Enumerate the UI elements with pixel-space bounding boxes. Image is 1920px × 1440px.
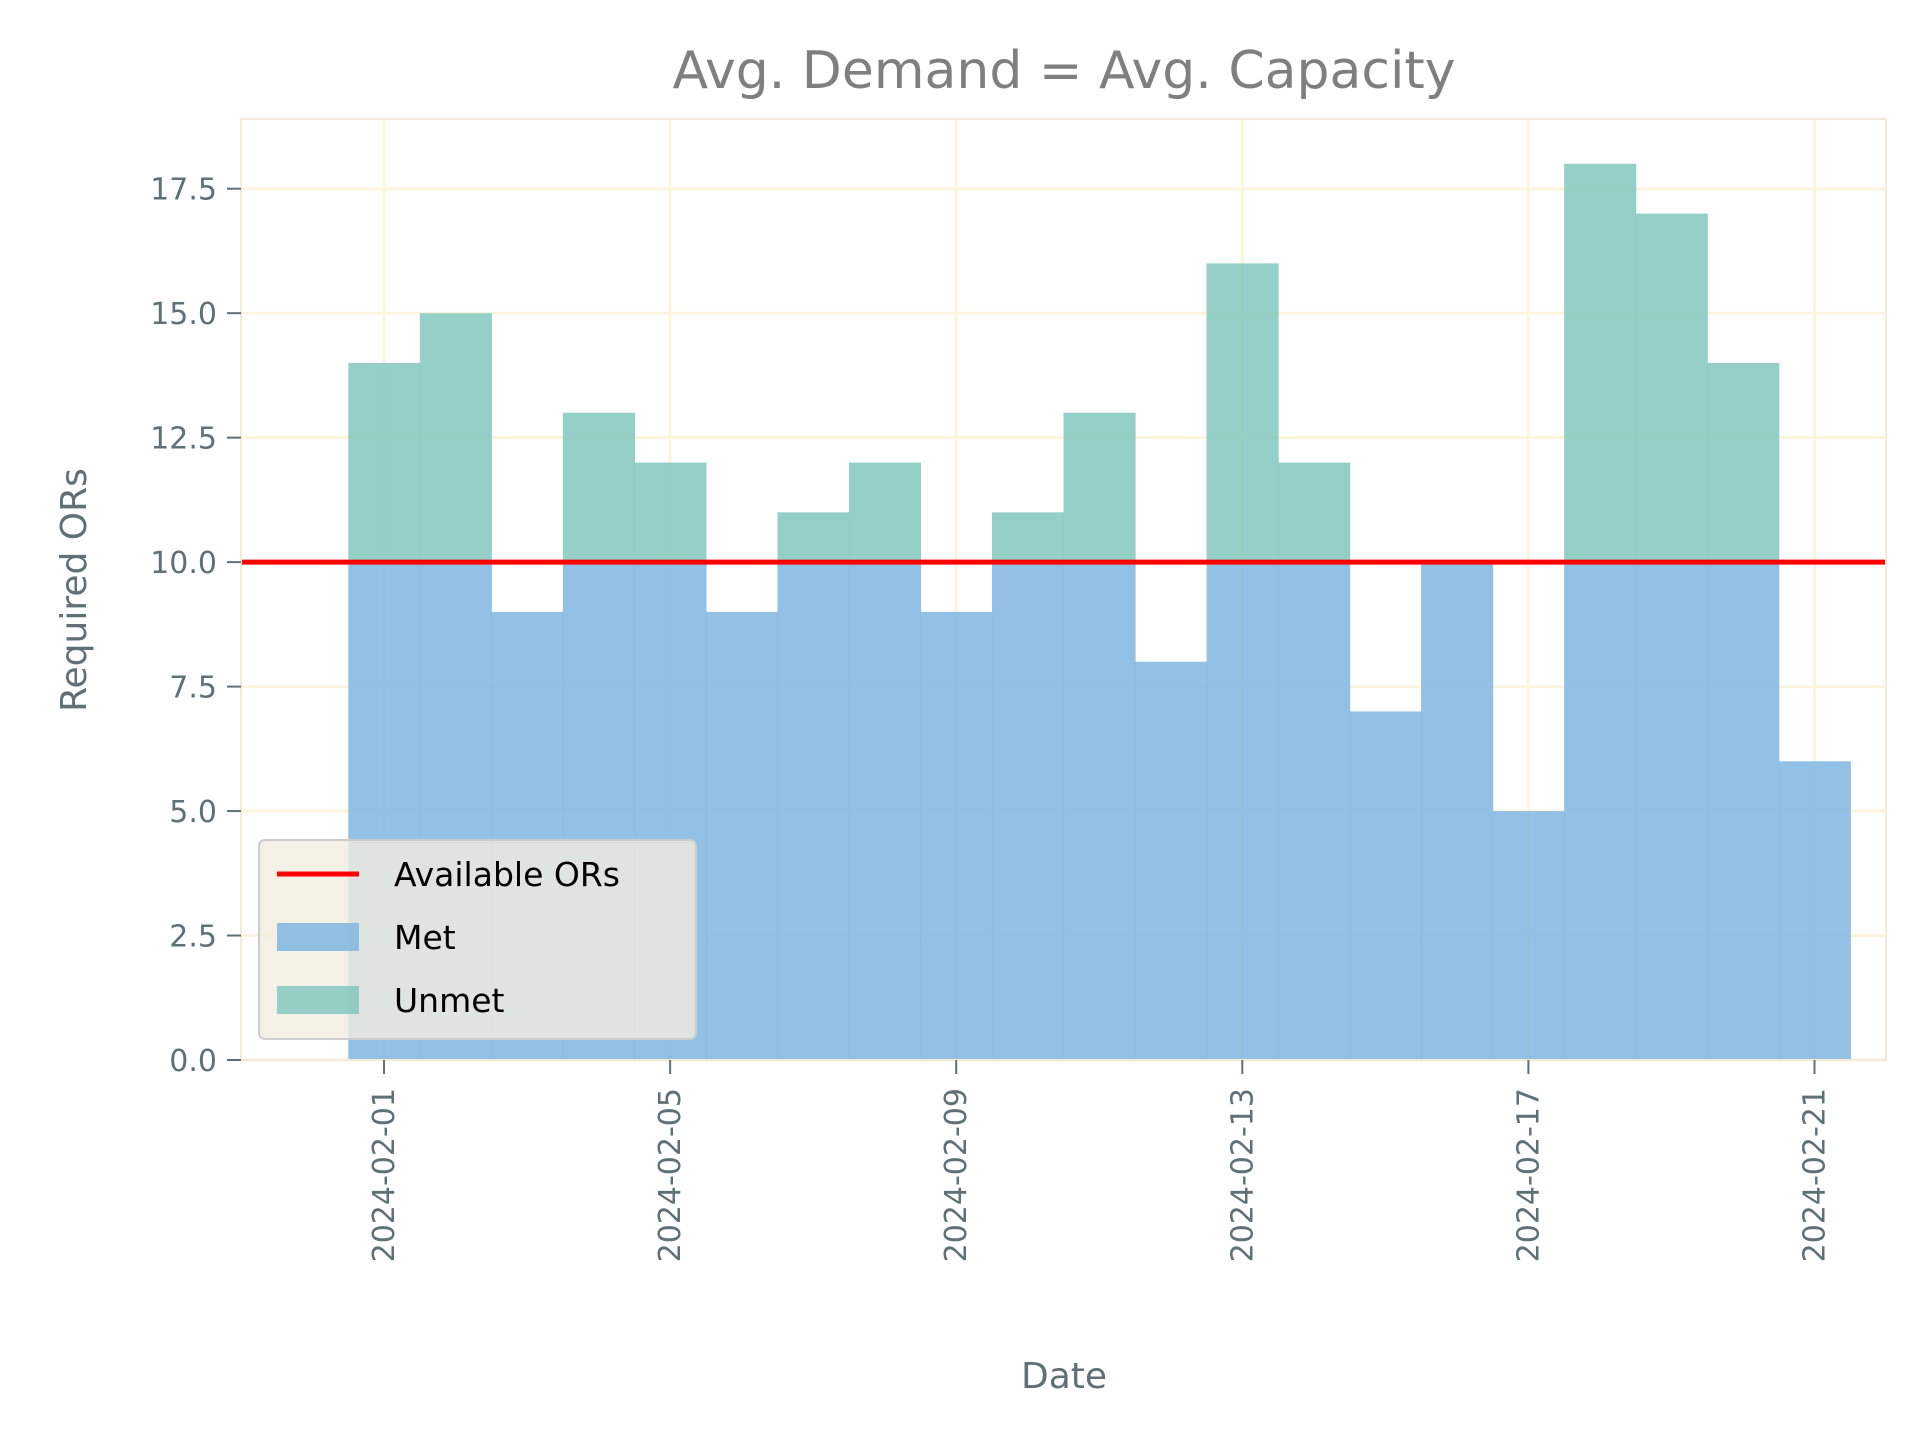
legend: Available ORs Met Unmet (258, 839, 697, 1040)
legend-box (258, 839, 697, 1040)
x-axis-ticks: 2024-02-01 2024-02-05 2024-02-09 2024-02-13… (367, 1060, 1832, 1262)
legend-label-available-ors: Available ORs (394, 855, 620, 894)
x-tick-label: 2024-02-13 (1225, 1088, 1260, 1262)
bar-met (991, 562, 1065, 1060)
bar-unmet (1063, 412, 1136, 563)
bar-unmet (1707, 362, 1780, 563)
legend-label-met: Met (394, 918, 456, 957)
bar-met (1349, 711, 1422, 1060)
bar-unmet (1564, 163, 1637, 563)
bar-unmet (1278, 462, 1351, 563)
bar-met (777, 562, 850, 1060)
bar-met (848, 562, 922, 1060)
y-axis-label: Required ORs (54, 468, 95, 712)
bar-met (1278, 562, 1351, 1060)
legend-swatch-unmet (277, 986, 359, 1014)
bar-unmet (777, 512, 850, 563)
bar-met (705, 611, 779, 1060)
y-tick-label: 5.0 (169, 795, 217, 830)
bar-met (1492, 811, 1565, 1060)
y-tick-label: 7.5 (169, 671, 217, 706)
bar-met (1635, 562, 1708, 1060)
bar-unmet (348, 362, 421, 563)
bar-unmet (634, 462, 707, 563)
y-tick-label: 17.5 (150, 173, 217, 208)
bar-met (1707, 562, 1780, 1060)
y-axis-ticks: 0.0 2.5 5.0 7.5 10.0 12.5 15.0 17.5 (150, 173, 241, 1079)
legend-swatch-met (277, 923, 359, 951)
bar-met (1063, 562, 1136, 1060)
x-tick-label: 2024-02-05 (653, 1088, 688, 1262)
x-axis-label: Date (1021, 1356, 1107, 1397)
plot-frame (240, 118, 1887, 1061)
x-tick-label: 2024-02-21 (1797, 1088, 1832, 1262)
bar-unmet (991, 512, 1065, 563)
chart-title: Avg. Demand = Avg. Capacity (672, 41, 1455, 101)
bar-met (1564, 562, 1637, 1060)
bar-unmet (1635, 213, 1708, 563)
bar-unmet (562, 412, 635, 563)
bar-met (1421, 562, 1494, 1060)
bar-unmet (419, 313, 492, 563)
x-tick-label: 2024-02-17 (1511, 1088, 1546, 1262)
bar-met (920, 611, 993, 1060)
y-tick-label: 0.0 (169, 1044, 217, 1079)
y-tick-label: 12.5 (150, 422, 217, 457)
bar-unmet (1206, 263, 1279, 563)
bar-met (1206, 562, 1279, 1060)
bar-met (1135, 661, 1208, 1060)
bar-unmet (848, 462, 922, 563)
y-tick-label: 15.0 (150, 297, 217, 332)
x-tick-label: 2024-02-01 (367, 1088, 402, 1262)
legend-label-unmet: Unmet (394, 981, 505, 1020)
bar-met (1778, 761, 1851, 1060)
x-tick-label: 2024-02-09 (939, 1088, 974, 1262)
y-tick-label: 10.0 (150, 546, 217, 581)
y-tick-label: 2.5 (169, 920, 217, 955)
